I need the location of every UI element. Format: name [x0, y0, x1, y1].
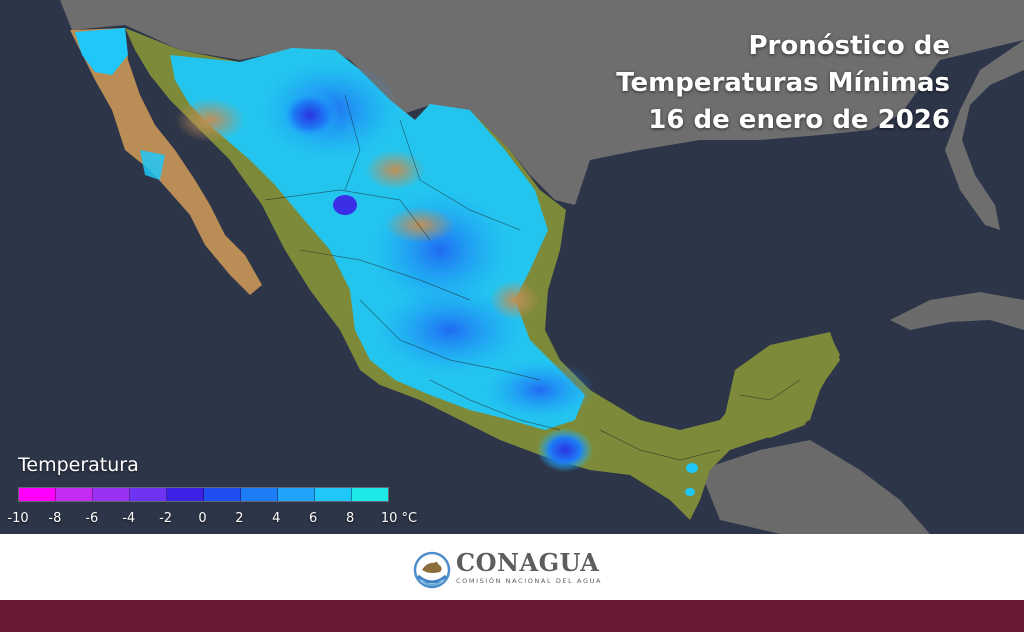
state-borders: [264, 94, 801, 461]
bottom-color-band: [0, 600, 1024, 632]
legend-tick-labels: -10 -8 -6 -4 -2 0 2 4 6 8 10 °C: [0, 511, 440, 531]
cold-baja-mid: [140, 150, 165, 180]
conagua-logo: CONAGUA COMISIÓN NACIONAL DEL AGUA: [410, 546, 620, 594]
title-line-3: 16 de enero de 2026: [648, 105, 950, 135]
legend-swatch: [241, 488, 278, 501]
land-usa: [60, 0, 1024, 230]
logo-subtitle: COMISIÓN NACIONAL DEL AGUA: [456, 577, 603, 585]
cold-area-puebla: [485, 360, 595, 420]
footer: [0, 534, 1024, 600]
cold-spot-chiapas: [686, 463, 698, 473]
title-line-1: Pronóstico de: [748, 31, 951, 61]
logo-name: CONAGUA: [456, 548, 600, 577]
map-title: Pronóstico de Temperaturas Mínimas 16 de…: [530, 28, 950, 139]
arid-patch-3: [490, 280, 540, 320]
legend-swatch: [130, 488, 167, 501]
legend-color-bar: [18, 487, 389, 502]
legend-tick-label: -2: [159, 511, 173, 526]
legend-tick-label: 8: [345, 511, 355, 526]
conagua-emblem-icon: [413, 551, 451, 589]
cold-core-chihuahua: [280, 90, 340, 140]
legend-tick-label: 4: [272, 511, 281, 526]
arid-patch-sonora: [175, 98, 245, 142]
legend-swatch: [167, 488, 204, 501]
cold-core-oaxaca: [537, 428, 593, 472]
arid-patch-2: [385, 207, 455, 243]
cold-baja-north: [75, 28, 128, 75]
legend-swatch: [352, 488, 388, 501]
legend-title: Temperatura: [18, 454, 139, 476]
legend-tick-label: -10: [7, 511, 29, 526]
cold-area-bajio: [375, 285, 525, 375]
arid-patch-1: [365, 150, 425, 190]
title-line-2: Temperaturas Mínimas: [616, 68, 950, 98]
land-cuba: [890, 292, 1024, 330]
legend-tick-label: -4: [122, 511, 136, 526]
land-baja: [70, 28, 262, 295]
legend-tick-label: 0: [198, 511, 207, 526]
temperature-map: [0, 0, 1024, 534]
map-canvas: [0, 0, 1024, 534]
legend-tick-label: 10 °C: [380, 511, 418, 526]
legend-swatch: [56, 488, 93, 501]
legend-tick-label: -8: [48, 511, 62, 526]
cold-spot-durango: [333, 195, 357, 215]
land-yucatan: [725, 332, 840, 438]
legend-tick-label: 2: [235, 511, 244, 526]
legend-tick-label: -6: [85, 511, 99, 526]
legend-swatch: [278, 488, 315, 501]
legend-swatch: [204, 488, 241, 501]
cold-spot-chiapas-2: [685, 488, 695, 496]
land-central-america: [700, 440, 930, 534]
legend-swatch: [315, 488, 352, 501]
legend-swatch: [93, 488, 130, 501]
legend-tick-label: 6: [309, 511, 318, 526]
legend-swatch: [19, 488, 56, 501]
